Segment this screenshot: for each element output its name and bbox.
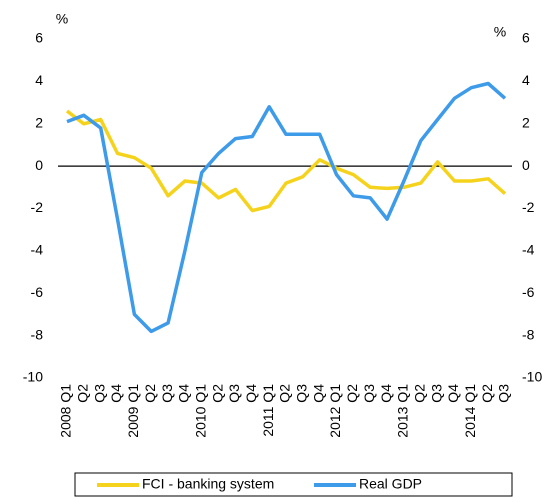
y-tick-label: 4 [35, 72, 43, 88]
y-tick-label: -10 [23, 369, 43, 385]
y-tick-label: 2 [35, 114, 43, 130]
x-tick-label: 2011 Q1 [260, 384, 276, 437]
y2-tick-label: 2 [522, 114, 530, 130]
x-tick-label: 2009 Q1 [125, 384, 141, 438]
y-tick-label: -6 [31, 284, 44, 300]
x-tick-label: 2010 Q1 [192, 384, 208, 438]
x-tick-label: Q2 [479, 384, 495, 403]
y2-tick-label: -2 [522, 199, 535, 215]
x-tick-label: Q2 [209, 384, 225, 403]
x-tick-label: Q3 [361, 384, 377, 403]
y2-tick-label: -10 [522, 369, 542, 385]
x-tick-label: Q4 [176, 384, 192, 403]
x-tick-label: Q4 [108, 384, 124, 403]
legend-label: FCI - banking system [142, 476, 274, 492]
y2-tick-label: 6 [522, 30, 530, 46]
x-tick-label: 2012 Q1 [327, 384, 343, 438]
x-tick-label: Q4 [445, 384, 461, 403]
y-tick-label: -8 [31, 326, 44, 342]
x-tick-label: Q2 [75, 384, 91, 403]
x-tick-label: Q3 [496, 384, 512, 403]
x-tick-label: Q3 [159, 384, 175, 403]
y2-tick-label: -8 [522, 326, 535, 342]
y2-tick-label: -6 [522, 284, 535, 300]
legend-label: Real GDP [359, 476, 422, 492]
y-axis-unit: % [56, 11, 68, 27]
x-tick-label: Q3 [91, 384, 107, 403]
x-tick-label: 2013 Q1 [395, 384, 411, 438]
x-tick-label: Q2 [344, 384, 360, 403]
y-tick-label: 6 [35, 30, 43, 46]
x-tick-label: Q2 [277, 384, 293, 403]
y-tick-label: -4 [31, 242, 44, 258]
x-tick-label: Q4 [378, 384, 394, 403]
x-tick-label: Q2 [142, 384, 158, 403]
x-tick-label: Q3 [226, 384, 242, 403]
x-tick-label: Q4 [310, 384, 326, 403]
y-tick-label: 0 [35, 157, 43, 173]
y2-tick-label: -4 [522, 242, 535, 258]
x-tick-label: 2014 Q1 [462, 384, 478, 438]
y-tick-label: -2 [31, 199, 44, 215]
x-tick-label: Q3 [294, 384, 310, 403]
line-series [65, 109, 507, 213]
y2-tick-label: 4 [522, 72, 530, 88]
x-tick-label: 2008 Q1 [58, 384, 74, 438]
x-tick-label: Q3 [428, 384, 444, 403]
y2-axis-unit: % [494, 24, 506, 40]
y2-tick-label: 0 [522, 157, 530, 173]
x-tick-label: Q2 [411, 384, 427, 403]
legend-box [74, 472, 513, 497]
x-tick-label: Q4 [243, 384, 259, 403]
line-series [66, 81, 507, 334]
